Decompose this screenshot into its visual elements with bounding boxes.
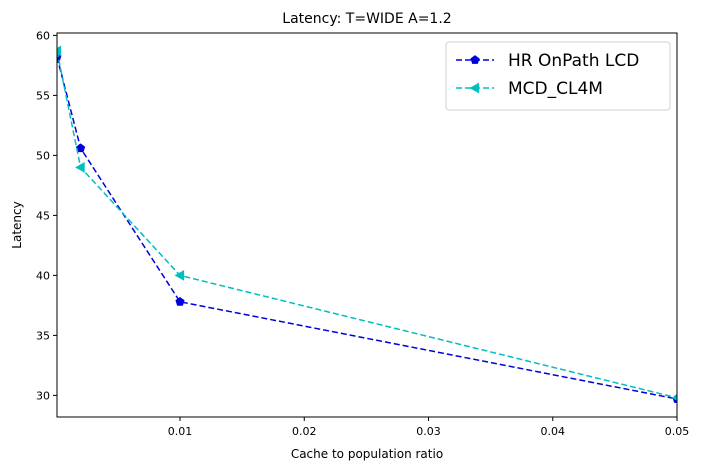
y-axis: 30 35 40 45 50 55 60: [36, 29, 57, 402]
y-tick-label: 30: [36, 389, 50, 402]
data-point: [75, 162, 85, 173]
x-axis: 0.01 0.02 0.03 0.04 0.05: [168, 417, 689, 438]
legend-label: MCD_CL4M: [508, 79, 603, 99]
data-point: [175, 296, 185, 306]
x-tick-label: 0.03: [416, 425, 441, 438]
legend-marker: [469, 82, 480, 94]
y-axis-label: Latency: [10, 201, 24, 248]
series-line: [57, 56, 677, 400]
data-point: [174, 270, 185, 281]
x-tick-label: 0.05: [665, 425, 690, 438]
x-tick-label: 0.04: [541, 425, 566, 438]
legend: HR OnPath LCD MCD_CL4M: [445, 41, 671, 111]
plot-area: [57, 45, 677, 403]
plot-frame: [56, 32, 678, 418]
y-tick-label: 50: [36, 149, 50, 162]
data-point: [76, 143, 86, 153]
x-axis-label: Cache to population ratio: [291, 447, 443, 461]
series-line: [57, 50, 677, 399]
y-tick-label: 55: [36, 89, 50, 102]
y-tick-label: 45: [36, 209, 50, 222]
y-tick-label: 35: [36, 329, 50, 342]
legend-box: [445, 41, 671, 111]
legend-marker: [470, 55, 480, 64]
y-tick-label: 40: [36, 269, 50, 282]
x-tick-label: 0.01: [168, 425, 193, 438]
x-tick-label: 0.02: [292, 425, 317, 438]
data-point: [57, 45, 62, 57]
legend-label: HR OnPath LCD: [508, 51, 639, 71]
chart-title: Latency: T=WIDE A=1.2: [282, 11, 451, 27]
y-tick-label: 60: [36, 29, 50, 42]
